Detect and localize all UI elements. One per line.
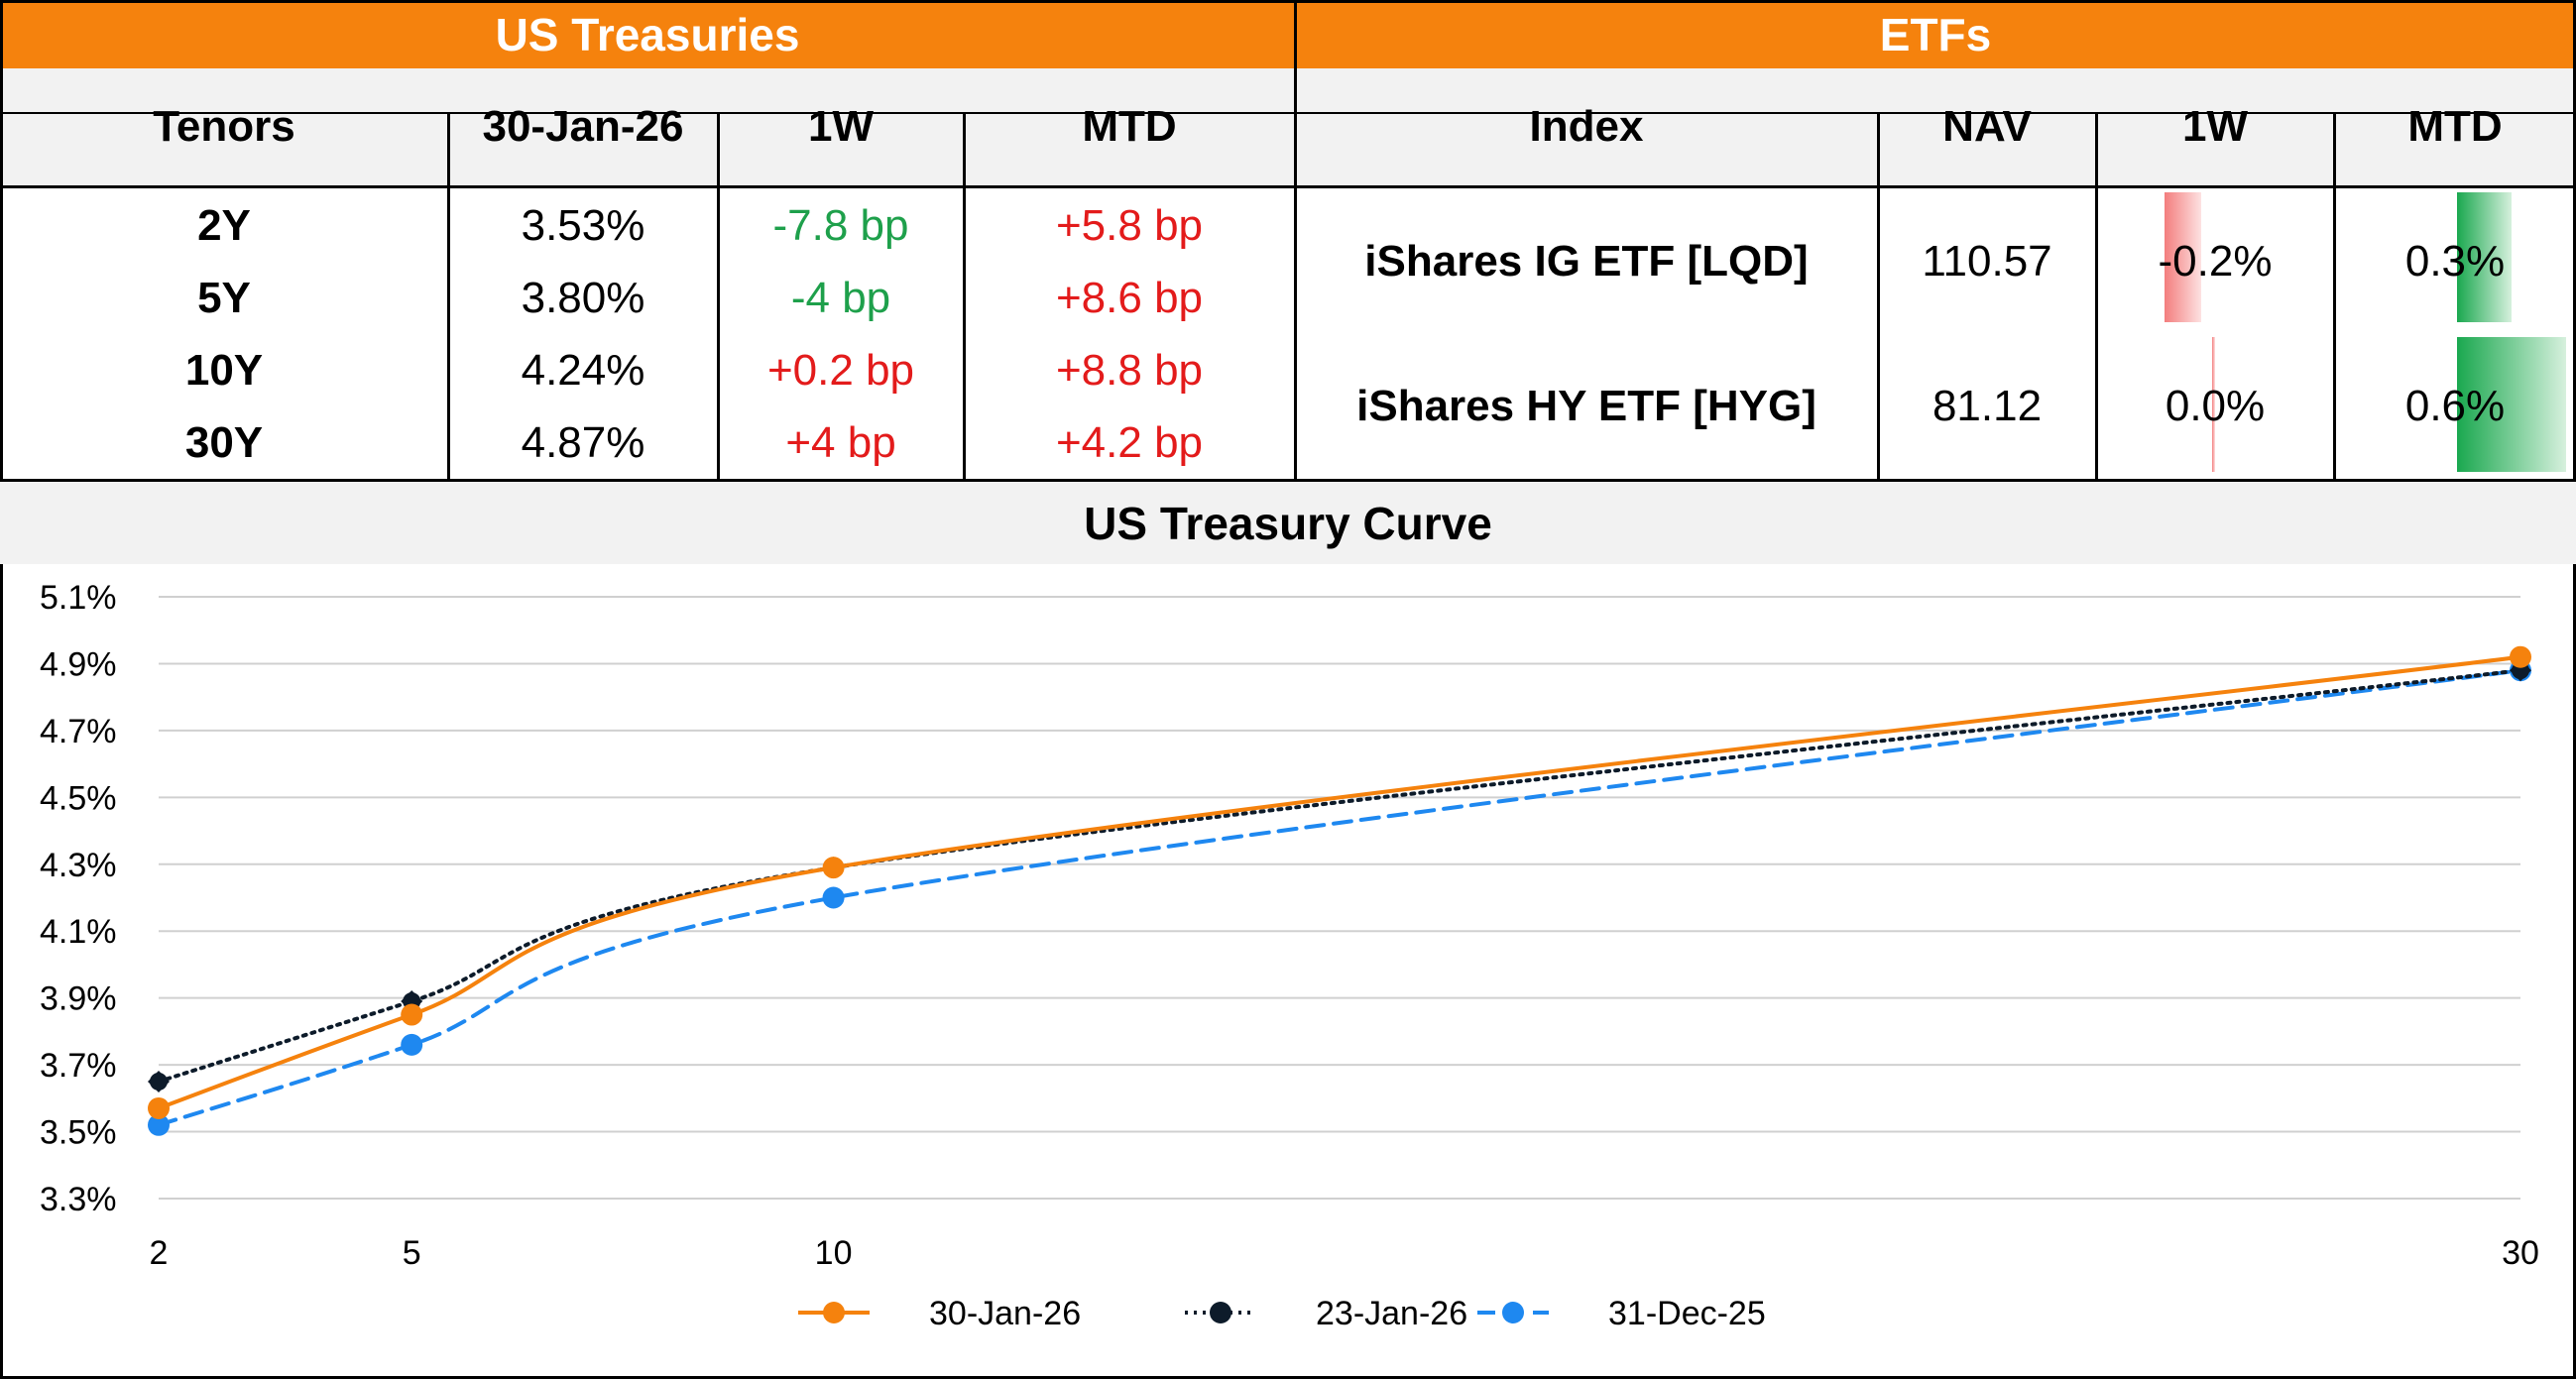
change-mtd: +5.8 bp	[1055, 201, 1204, 250]
etf-mtd-bar	[2457, 192, 2512, 322]
yield-value: 4.87%	[521, 418, 645, 467]
etf-nav: 110.57	[1922, 236, 2052, 286]
etf-1w: -0.2%	[2158, 236, 2273, 286]
series-line	[157, 668, 2522, 1127]
etf-mtd: 0.3%	[2404, 236, 2506, 286]
data-point	[148, 1113, 170, 1136]
table-border	[0, 0, 2576, 3]
data-point	[148, 1096, 170, 1119]
y-tick-label: 4.1%	[40, 913, 117, 951]
etf-1w-bar	[2165, 192, 2201, 322]
change-mtd: +8.8 bp	[1055, 346, 1204, 395]
yield-value: 3.53%	[521, 201, 645, 250]
series-line	[157, 654, 2522, 1110]
x-tick-label: 10	[815, 1234, 853, 1272]
legend-label: 23-Jan-26	[1316, 1295, 1467, 1332]
x-tick-label: 30	[2502, 1234, 2539, 1272]
tenor-label: 30Y	[184, 418, 264, 467]
treasuries-title: US Treasuries	[0, 0, 1295, 68]
change-1w: +0.2 bp	[766, 346, 915, 395]
legend-marker	[1210, 1302, 1231, 1323]
data-point	[401, 1033, 423, 1056]
data-point	[150, 1072, 168, 1091]
x-tick-label: 5	[403, 1234, 421, 1272]
change-1w: +4 bp	[785, 418, 896, 467]
change-mtd: +4.2 bp	[1055, 418, 1204, 467]
y-tick-label: 3.3%	[40, 1181, 117, 1218]
y-tick-label: 4.3%	[40, 847, 117, 884]
legend-label: 30-Jan-26	[929, 1295, 1081, 1332]
y-tick-label: 3.7%	[40, 1047, 117, 1085]
table-border	[0, 185, 2576, 188]
y-tick-label: 4.5%	[40, 779, 117, 817]
chart-title: US Treasury Curve	[0, 482, 2576, 564]
table-border	[0, 479, 2576, 482]
etf-nav: 81.12	[1932, 382, 2043, 430]
table-border	[0, 112, 2576, 114]
yield-value: 4.24%	[521, 346, 645, 395]
legend-marker	[1502, 1302, 1524, 1323]
header-mtd: MTD	[964, 68, 1295, 185]
y-tick-label: 3.5%	[40, 1114, 117, 1152]
header-etf-1w: 1W	[2096, 68, 2334, 185]
etf-name: iShares HY ETF [HYG]	[1356, 382, 1816, 430]
header-date: 30-Jan-26	[448, 68, 718, 185]
data-point	[822, 857, 845, 879]
y-tick-label: 5.1%	[40, 579, 117, 617]
y-tick-label: 3.9%	[40, 980, 117, 1018]
etf-mtd-bar	[2457, 337, 2566, 472]
table-border	[2333, 112, 2336, 482]
header-tenors: Tenors	[0, 68, 448, 185]
treasury-curve-chart: 5.1% 4.9% 4.7% 4.5% 4.3% 4.1% 3.9% 3.7% 3.5% 3.3%…	[40, 579, 2539, 1332]
y-tick-label: 4.7%	[40, 713, 117, 750]
table-border	[0, 0, 3, 1379]
data-point	[401, 1003, 423, 1026]
table-border	[0, 1376, 2576, 1379]
yield-value: 3.80%	[521, 274, 645, 322]
header-1w: 1W	[718, 68, 964, 185]
etf-name: iShares IG ETF [LQD]	[1364, 236, 1809, 286]
tenor-label: 5Y	[197, 274, 251, 322]
tenor-label: 2Y	[197, 201, 251, 250]
table-border	[717, 112, 720, 482]
etf-1w-bar	[2212, 337, 2215, 472]
change-mtd: +8.6 bp	[1055, 274, 1204, 322]
table-border	[963, 112, 966, 482]
header-index: Index	[1295, 68, 1878, 185]
series-line	[157, 668, 2522, 1084]
etfs-title: ETFs	[1295, 0, 2576, 68]
change-1w: -4 bp	[790, 274, 891, 322]
table-border	[2573, 0, 2576, 1379]
header-nav: NAV	[1878, 68, 2096, 185]
table-border	[2095, 112, 2098, 482]
data-point	[2510, 645, 2531, 668]
table-border	[1294, 0, 1297, 482]
legend-label: 31-Dec-25	[1608, 1295, 1766, 1332]
x-tick-label: 2	[150, 1234, 169, 1272]
etf-mtd: 0.6%	[2404, 382, 2506, 430]
etf-1w: 0.0%	[2165, 382, 2266, 430]
table-border	[1877, 112, 1880, 482]
legend-marker	[823, 1302, 845, 1323]
table-border	[447, 112, 450, 482]
tenor-label: 10Y	[184, 346, 264, 395]
change-1w: -7.8 bp	[772, 201, 909, 250]
y-tick-label: 4.9%	[40, 645, 117, 683]
header-etf-mtd: MTD	[2334, 68, 2576, 185]
data-point	[822, 886, 845, 909]
